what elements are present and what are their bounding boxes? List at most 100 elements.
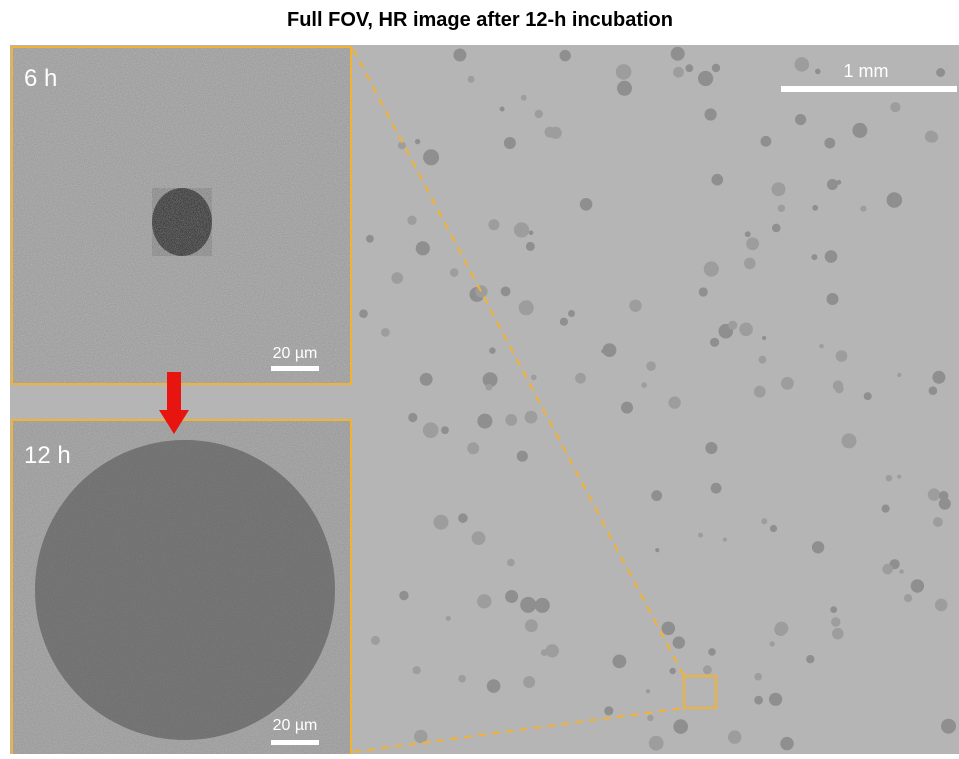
- colony: [616, 64, 632, 80]
- colony: [698, 71, 713, 86]
- colony: [535, 110, 543, 118]
- colony: [933, 517, 943, 527]
- colony: [815, 69, 821, 75]
- colony: [525, 411, 538, 424]
- colony: [575, 373, 586, 384]
- colony: [831, 617, 840, 626]
- colony: [450, 268, 459, 277]
- colony: [882, 505, 890, 513]
- colony: [441, 426, 449, 434]
- colony: [941, 719, 956, 734]
- colony: [832, 628, 844, 640]
- colony: [646, 689, 651, 694]
- colony: [712, 174, 724, 186]
- colony: [703, 665, 712, 674]
- scale-bar-label: 20 µm: [273, 717, 318, 734]
- colony: [641, 382, 647, 388]
- colony: [613, 655, 627, 669]
- colony: [778, 205, 785, 212]
- colony: [475, 285, 487, 297]
- colony: [704, 261, 719, 276]
- colony: [811, 254, 817, 260]
- colony: [899, 569, 903, 573]
- colony: [864, 392, 872, 400]
- colony: [550, 127, 562, 139]
- colony: [887, 192, 903, 208]
- colony: [705, 108, 717, 120]
- colony: [795, 114, 806, 125]
- colony: [673, 67, 684, 78]
- colony: [939, 491, 949, 501]
- colony: [489, 347, 495, 353]
- colony: [827, 293, 839, 305]
- colony: [772, 224, 781, 233]
- colony: [670, 668, 676, 674]
- colony: [762, 336, 766, 340]
- colony: [770, 525, 777, 532]
- colony: [842, 433, 857, 448]
- colony: [685, 64, 693, 72]
- colony: [414, 730, 428, 744]
- colony: [911, 579, 924, 592]
- colony: [852, 123, 867, 138]
- colony: [604, 706, 613, 715]
- colony: [925, 131, 937, 143]
- colony: [770, 641, 775, 646]
- colony: [520, 597, 536, 613]
- colony: [728, 730, 741, 743]
- colony: [458, 513, 468, 523]
- colony: [775, 622, 789, 636]
- colony: [824, 138, 835, 149]
- colony: [932, 371, 945, 384]
- colony: [830, 606, 837, 613]
- colony: [521, 95, 527, 101]
- colony: [601, 349, 605, 353]
- colony: [535, 598, 550, 613]
- colony: [526, 242, 535, 251]
- colony: [769, 693, 782, 706]
- colony: [617, 81, 632, 96]
- colony: [655, 548, 659, 552]
- inset-6h-image: [12, 47, 351, 384]
- colony: [754, 386, 766, 398]
- colony: [621, 402, 633, 414]
- colony: [647, 715, 653, 721]
- colony: [886, 475, 893, 482]
- colony: [837, 180, 842, 185]
- colony: [708, 648, 716, 656]
- colony: [487, 679, 501, 693]
- colony: [795, 57, 810, 72]
- colony: [825, 250, 838, 263]
- colony: [531, 375, 537, 381]
- colony: [897, 373, 901, 377]
- colony: [673, 636, 685, 648]
- colony: [486, 384, 493, 391]
- figure-title: Full FOV, HR image after 12-h incubation: [287, 9, 673, 31]
- colony: [935, 599, 948, 612]
- colony: [477, 594, 491, 608]
- colony: [668, 396, 680, 408]
- colony: [904, 594, 912, 602]
- colony: [371, 636, 380, 645]
- colony: [366, 235, 374, 243]
- figure: Full FOV, HR image after 12-h incubation…: [0, 0, 959, 754]
- colony: [519, 300, 534, 315]
- scale-bar: [271, 366, 319, 371]
- colony: [897, 475, 901, 479]
- colony: [580, 198, 593, 211]
- scale-bar-label: 20 µm: [273, 345, 318, 362]
- inset-label: 12 h: [24, 442, 71, 469]
- colony: [781, 377, 794, 390]
- colony: [744, 258, 756, 270]
- colony: [472, 531, 486, 545]
- colony: [860, 206, 866, 212]
- arrow: [167, 372, 181, 412]
- colony: [523, 676, 535, 688]
- colony: [929, 386, 938, 395]
- colony: [407, 216, 416, 225]
- colony: [420, 373, 433, 386]
- inset-label: 6 h: [24, 65, 57, 92]
- colony: [453, 49, 466, 62]
- inset-12h-image: [12, 420, 351, 754]
- colony: [723, 538, 727, 542]
